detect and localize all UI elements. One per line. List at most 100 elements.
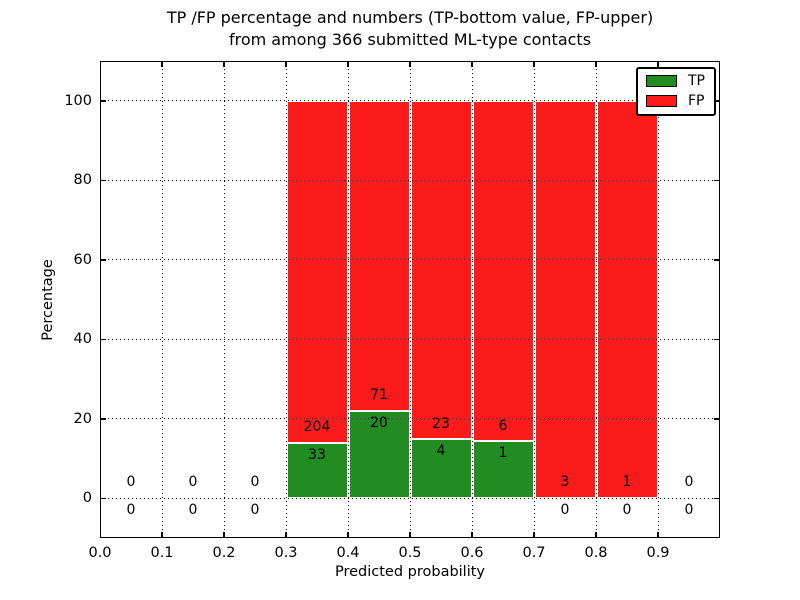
- x-tick: [161, 61, 163, 67]
- fp-count-label: 3: [560, 474, 570, 491]
- bar-fp: [410, 100, 472, 440]
- y-tick: [714, 259, 720, 261]
- y-axis-label: Percentage: [40, 259, 56, 341]
- fp-count-label: 204: [303, 419, 331, 436]
- legend: TP FP: [636, 67, 716, 116]
- fp-count-label: 23: [432, 415, 450, 432]
- fp-count-label: 71: [370, 386, 388, 403]
- gridline-vertical: [533, 61, 535, 538]
- chart-title-line1: TP /FP percentage and numbers (TP-bottom…: [166, 8, 654, 27]
- x-tick-label: 0.3: [274, 545, 298, 561]
- x-tick: [657, 532, 659, 538]
- x-tick: [533, 532, 535, 538]
- y-tick-label: 60: [73, 251, 92, 268]
- fp-count-label: 6: [498, 417, 508, 434]
- x-tick: [409, 61, 411, 67]
- plot-canvas: 0 0 0 0 0 0 204 33 71 20 23 4 6 1 3 0 1 0 0 0 0.0 0.1 0.2 0.3 0.…: [64, 61, 720, 561]
- bar-fp: [472, 100, 534, 442]
- tp-count-label: 0: [188, 502, 198, 519]
- x-tick: [285, 532, 287, 538]
- gridline-horizontal: [100, 338, 720, 340]
- tp-count-label: 0: [250, 502, 260, 519]
- tp-count-label: 20: [370, 414, 388, 431]
- fp-count-label: 0: [188, 474, 198, 491]
- y-tick-label: 80: [73, 172, 92, 189]
- x-tick: [223, 532, 225, 538]
- y-tick: [100, 497, 106, 499]
- gridline-horizontal: [100, 259, 720, 261]
- y-tick: [100, 338, 106, 340]
- tp-count-label: 33: [308, 446, 326, 463]
- tp-count-label: 0: [560, 502, 570, 519]
- bar-fp: [596, 100, 658, 499]
- tp-count-label: 4: [436, 443, 446, 460]
- x-tick: [285, 61, 287, 67]
- fp-swatch: [646, 95, 677, 107]
- y-tick-label: 20: [73, 410, 92, 427]
- bar-tp: [472, 441, 534, 499]
- y-tick: [714, 179, 720, 181]
- x-tick: [657, 61, 659, 67]
- x-tick: [471, 61, 473, 67]
- bar-tp: [286, 442, 348, 499]
- legend-label-fp: FP: [688, 93, 705, 109]
- x-tick: [347, 532, 349, 538]
- gridline-horizontal: [100, 418, 720, 420]
- y-tick-label: 40: [73, 331, 92, 348]
- chart-title: TP /FP percentage and numbers (TP-bottom…: [100, 7, 720, 51]
- gridline-vertical: [223, 61, 225, 538]
- chart-title-line2: from among 366 submitted ML-type contact…: [228, 30, 592, 49]
- legend-item-fp: FP: [646, 94, 705, 108]
- y-tick: [714, 418, 720, 420]
- y-tick: [100, 179, 106, 181]
- x-tick: [161, 532, 163, 538]
- x-tick-label: 0.4: [336, 545, 360, 561]
- x-tick-label: 0.1: [150, 545, 174, 561]
- y-tick: [714, 497, 720, 499]
- y-tick: [714, 100, 720, 102]
- y-tick: [714, 338, 720, 340]
- tp-count-label: 0: [126, 502, 136, 519]
- fp-count-label: 0: [250, 474, 260, 491]
- gridline-vertical: [657, 61, 659, 538]
- bar-tp: [410, 439, 472, 499]
- gridline-horizontal: [100, 497, 720, 499]
- x-tick-label: 0.6: [460, 545, 484, 561]
- bar-fp: [534, 100, 596, 499]
- x-tick-label: 0.2: [212, 545, 236, 561]
- gridline-vertical: [285, 61, 287, 538]
- fp-count-label: 0: [684, 474, 694, 491]
- gridline-vertical: [595, 61, 597, 538]
- x-tick: [533, 61, 535, 67]
- gridline-vertical: [347, 61, 349, 538]
- gridline-vertical: [471, 61, 473, 538]
- x-axis-label: Predicted probability: [334, 564, 486, 580]
- y-tick-label: 0: [82, 490, 92, 507]
- plot-area: 0 0 0 0 0 0 204 33 71 20 23 4 6 1 3 0 1 0 0 0 0.0 0.1 0.2 0.3 0.…: [64, 61, 720, 561]
- x-tick-label: 0.0: [88, 545, 112, 561]
- gridline-vertical: [161, 61, 163, 538]
- y-tick: [100, 418, 106, 420]
- gridline-horizontal: [100, 100, 720, 102]
- x-tick: [409, 532, 411, 538]
- x-tick: [347, 61, 349, 67]
- y-tick-label: 100: [64, 92, 92, 109]
- x-tick: [595, 61, 597, 67]
- y-tick: [100, 259, 106, 261]
- bar-fp: [348, 100, 410, 411]
- x-tick-label: 0.9: [646, 545, 670, 561]
- bar-tp: [348, 410, 410, 499]
- tp-count-label: 0: [684, 502, 694, 519]
- x-tick: [223, 61, 225, 67]
- legend-label-tp: TP: [688, 73, 705, 89]
- x-tick-label: 0.5: [398, 545, 422, 561]
- fp-count-label: 0: [126, 474, 136, 491]
- x-tick: [471, 532, 473, 538]
- tp-count-label: 0: [622, 502, 632, 519]
- tp-count-label: 1: [498, 445, 508, 462]
- gridline-vertical: [409, 61, 411, 538]
- y-tick: [100, 100, 106, 102]
- tp-swatch: [646, 75, 677, 87]
- fp-count-label: 1: [622, 474, 632, 491]
